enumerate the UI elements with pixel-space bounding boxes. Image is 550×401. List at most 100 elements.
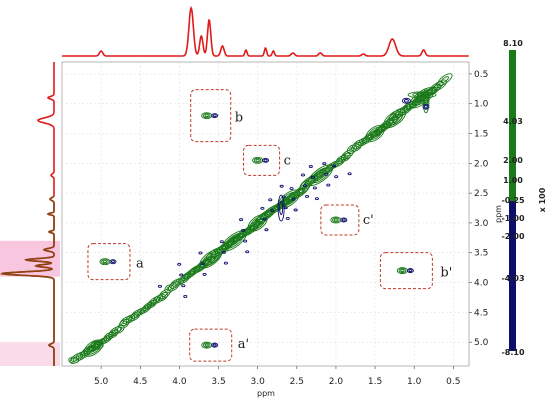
y-tick-label: 5.0 — [474, 338, 489, 348]
diagonal-contour — [377, 121, 392, 133]
diagonal-peak — [285, 196, 293, 202]
diagonal-contour — [153, 294, 164, 304]
negative-contour — [223, 261, 228, 265]
negative-contour — [300, 173, 306, 177]
cross-peak — [68, 356, 80, 364]
top-projection-line — [62, 5, 469, 57]
y-axis: 0.5 1.0 1.5 2.0 2.5 3.0 3.5 4.0 4.5 5.0 — [469, 70, 489, 348]
projection-highlight — [0, 342, 60, 366]
y-tick-label: 1.5 — [474, 130, 488, 140]
y-tick-label: 2.0 — [474, 159, 489, 169]
cross-peak — [92, 342, 102, 349]
diagonal-peak — [365, 124, 386, 143]
negative-contour — [332, 164, 337, 168]
y-tick-label: 0.5 — [474, 70, 488, 80]
cross-peak — [400, 269, 405, 273]
negative-contour — [279, 184, 284, 188]
diagonal-contour — [167, 281, 180, 292]
negative-contour — [179, 273, 184, 277]
cross-peak — [70, 358, 77, 362]
diagonal-contour — [169, 278, 181, 289]
negative-contour — [219, 240, 224, 244]
y-tick-label: 1.0 — [474, 100, 489, 110]
x-tick-label: 5.0 — [94, 377, 109, 387]
x-tick-label: 3.0 — [251, 377, 266, 387]
negative-contour — [422, 103, 430, 110]
cross-peak — [262, 157, 270, 163]
diagonal-peak — [83, 339, 104, 357]
diagonal-arm — [423, 92, 429, 110]
negative-contour — [264, 228, 269, 232]
cross-peak — [263, 158, 268, 162]
diagonal-contour — [129, 311, 141, 322]
cross-peak — [253, 157, 262, 163]
cross-peak — [333, 218, 338, 222]
annotation-box — [243, 144, 281, 176]
annotation-box — [87, 243, 131, 281]
x-tick-label: 1.0 — [407, 377, 422, 387]
cross-peak — [102, 260, 108, 264]
diagonal-peak — [254, 220, 261, 226]
diagonal-peak — [224, 232, 245, 249]
negative-contour — [268, 198, 273, 202]
cross-peak — [340, 217, 348, 223]
negative-contour — [401, 97, 411, 104]
diagonal-contour — [75, 351, 86, 361]
cross-peak — [94, 343, 100, 347]
diagonal-contour — [335, 155, 347, 165]
diagonal-peak — [367, 126, 383, 141]
cross-peak — [398, 268, 407, 274]
diagonal-contour — [116, 326, 123, 332]
cross-peak — [211, 342, 219, 348]
negative-contour — [347, 172, 352, 176]
negative-contour — [326, 183, 331, 187]
negative-contour — [289, 187, 294, 190]
diagonal-arm — [407, 91, 437, 99]
annotation-label: a' — [238, 337, 249, 352]
negative-contour — [239, 218, 244, 222]
diagonal-peak — [316, 172, 324, 179]
negative-contour — [245, 250, 250, 254]
negative-contour — [302, 184, 308, 188]
diagonal-arm — [422, 88, 430, 114]
negative-contour — [308, 165, 313, 168]
y-tick-label: 3.0 — [474, 219, 489, 229]
colorbar-label: -4.03 — [501, 274, 524, 283]
negative-contour — [183, 295, 188, 298]
negative-contour — [260, 206, 265, 210]
x-axis-title: ppm — [257, 389, 275, 398]
cross-peak — [406, 268, 414, 274]
annotation-box — [189, 328, 233, 362]
x-tick-label: 1.5 — [368, 377, 382, 387]
negative-contour — [221, 250, 226, 254]
diagonal-arm — [416, 93, 428, 97]
diagonal-contour — [119, 316, 132, 327]
negative-contour — [424, 105, 428, 109]
colorbar-negative — [509, 201, 516, 351]
negative-contour — [243, 239, 248, 243]
cross-peak — [204, 114, 209, 118]
diagonal-peak — [369, 128, 381, 139]
negative-contour — [279, 201, 284, 215]
colorbar-label: -2.00 — [501, 232, 524, 241]
x-tick-label: 2.5 — [290, 377, 304, 387]
negative-contour — [403, 99, 409, 103]
negative-contour — [324, 172, 329, 176]
diagonal-peak — [204, 253, 217, 264]
negative-contour — [310, 175, 315, 179]
y-tick-label: 4.0 — [474, 279, 489, 289]
negative-contour — [312, 186, 317, 190]
left-projection-line — [0, 62, 55, 366]
negative-contour — [202, 272, 207, 276]
diagonal-arm — [412, 92, 432, 98]
left-projection-line-alt — [0, 196, 55, 366]
diagonal-peak — [199, 249, 223, 269]
contour-peaks — [68, 73, 453, 365]
diagonal-peak — [227, 235, 241, 247]
colorbar-label: -1.00 — [501, 214, 524, 223]
diagonal-contour — [139, 304, 152, 314]
cross-peak — [202, 342, 211, 348]
plot-area: a a' b b' c c' — [61, 61, 470, 367]
colorbar-label: 2.00 — [503, 156, 523, 165]
